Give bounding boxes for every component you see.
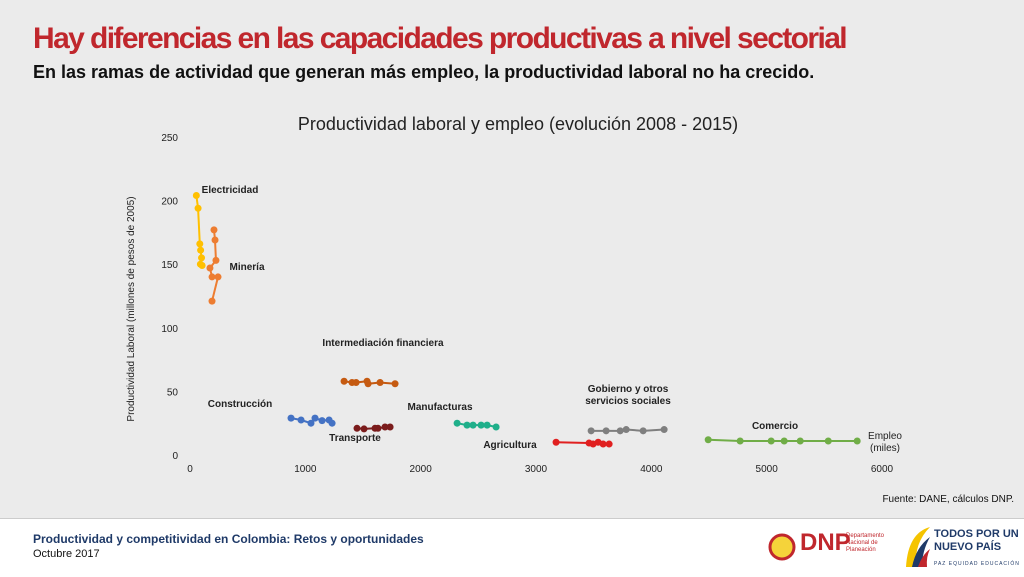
data-point <box>194 204 202 212</box>
series-label: Construcción <box>207 399 273 410</box>
chart-title: Productividad laboral y empleo (evolució… <box>298 114 738 134</box>
data-point <box>796 437 804 445</box>
data-point <box>192 192 200 200</box>
y-tick-label: 200 <box>161 197 178 208</box>
data-point <box>311 414 319 422</box>
slide-title: Hay diferencias en las capacidades produ… <box>33 22 848 55</box>
footer-title: Productividad y competitividad en Colomb… <box>33 532 424 546</box>
logo-dnp: DNP <box>800 529 851 556</box>
data-point <box>214 273 222 281</box>
y-tick-label: 100 <box>161 324 178 335</box>
series-label: Transporte <box>329 433 381 444</box>
logo-gov: TODOS POR UN NUEVO PAÍS <box>934 528 1019 553</box>
data-point <box>639 427 647 435</box>
data-point <box>364 380 372 388</box>
data-point <box>469 421 477 429</box>
data-point <box>211 236 219 244</box>
data-point <box>386 423 394 431</box>
data-point <box>602 427 610 435</box>
x-tick-label: 1000 <box>294 464 317 475</box>
data-point <box>780 437 788 445</box>
data-point <box>622 426 630 434</box>
data-point <box>198 254 206 262</box>
data-point <box>767 437 775 445</box>
series-label: Manufacturas <box>407 402 473 413</box>
logo-swoosh <box>906 527 930 567</box>
x-tick-label: 0 <box>187 464 193 475</box>
data-point <box>198 261 206 269</box>
data-point <box>328 419 336 427</box>
data-point <box>605 440 613 448</box>
x-tick-label: 5000 <box>756 464 779 475</box>
data-point <box>660 426 668 434</box>
series-label: Electricidad <box>201 185 259 196</box>
x-tick-label: 3000 <box>525 464 548 475</box>
data-point <box>599 440 607 448</box>
x-axis-label: Empleo (miles) <box>868 431 902 454</box>
y-axis-label: Productividad Laboral (millones de pesos… <box>126 196 137 421</box>
series-label: Gobierno y otros servicios sociales <box>585 384 671 407</box>
data-point <box>318 417 326 425</box>
data-point <box>360 425 368 433</box>
data-point <box>477 421 485 429</box>
data-point <box>210 226 218 234</box>
series-label: Agricultura <box>483 440 537 451</box>
data-point <box>212 256 220 264</box>
data-point <box>353 424 361 432</box>
logo-gov-tagline: PAZ EQUIDAD EDUCACIÓN <box>934 561 1020 567</box>
data-point <box>391 380 399 388</box>
x-tick-label: 2000 <box>410 464 433 475</box>
data-point <box>483 421 491 429</box>
data-point <box>307 419 315 427</box>
data-point <box>736 437 744 445</box>
chart: Productividad laboral y empleo (evolució… <box>126 114 894 475</box>
data-point <box>587 427 595 435</box>
data-point <box>287 414 295 422</box>
footer-date: Octubre 2017 <box>33 548 100 560</box>
slide-subtitle: En las ramas de actividad que generan má… <box>33 62 815 82</box>
data-point <box>376 378 384 386</box>
data-point <box>492 423 500 431</box>
data-point <box>824 437 832 445</box>
data-point <box>352 378 360 386</box>
series-label: Comercio <box>751 421 799 432</box>
data-point <box>340 377 348 385</box>
data-point <box>853 437 861 445</box>
series-label: Minería <box>229 262 265 273</box>
data-point <box>552 438 560 446</box>
data-point <box>196 240 204 248</box>
data-point <box>453 419 461 427</box>
series-label: Intermediación financiera <box>322 338 444 349</box>
x-tick-label: 4000 <box>640 464 663 475</box>
data-point <box>208 297 216 305</box>
data-point <box>208 273 216 281</box>
data-point <box>374 424 382 432</box>
x-tick-label: 6000 <box>871 464 894 475</box>
data-point <box>463 421 471 429</box>
source: Fuente: DANE, cálculos DNP. <box>882 494 1014 505</box>
data-point <box>704 436 712 444</box>
data-point <box>197 246 205 254</box>
data-point <box>616 427 624 435</box>
y-tick-label: 250 <box>161 133 178 144</box>
logo-dnp-text: Departamento Nacional de Planeación <box>846 533 885 553</box>
data-point <box>297 416 305 424</box>
emblem <box>768 533 796 561</box>
y-tick-label: 150 <box>161 260 178 271</box>
data-point <box>381 423 389 431</box>
y-tick-label: 50 <box>167 387 179 398</box>
footer: Productividad y competitividad en Colomb… <box>0 518 1024 577</box>
y-tick-label: 0 <box>172 451 178 462</box>
data-point <box>206 264 214 272</box>
